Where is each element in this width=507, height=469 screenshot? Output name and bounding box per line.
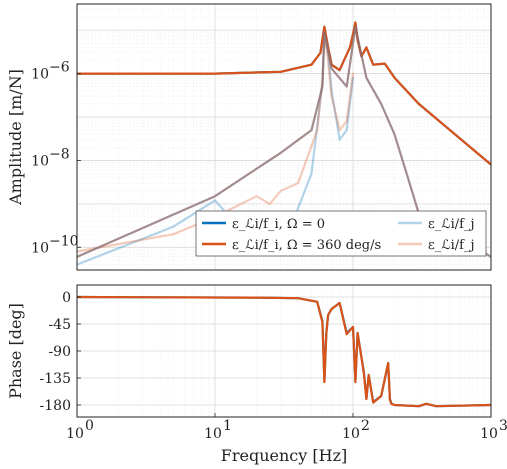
frequency-xlabel: Frequency [Hz] [221, 446, 348, 465]
amp-ytick-label: 10 [31, 240, 49, 256]
amplitude-ylabel: Amplitude [m/N] [6, 69, 25, 206]
amplitude-series-0 [77, 21, 491, 166]
amplitude-series-1 [77, 21, 491, 166]
amp-ytick-label: 10 [31, 67, 49, 83]
phase-ytick-label: 0 [62, 290, 71, 306]
legend-label: ε_ℒi/f_i, Ω = 0 [232, 217, 325, 232]
amp-ytick-exponent: −8 [49, 146, 70, 162]
phase-series-1 [77, 295, 491, 408]
xtick-label: 10 [66, 426, 84, 442]
amp-ytick-exponent: −6 [49, 60, 70, 76]
legend-label: ε_ℒi/f_i, Ω = 360 deg/s [232, 238, 381, 253]
legend-label: ε_ℒi/f_j [428, 217, 474, 232]
phase-series [77, 295, 491, 408]
phase-ytick-label: -135 [40, 371, 71, 387]
xtick-label: 10 [204, 426, 222, 442]
phase-ytick-label: -45 [48, 317, 71, 333]
amplitude-series-3 [77, 33, 355, 253]
legend: ε_ℒi/f_i, Ω = 0 ε_ℒi/f_i, Ω = 360 deg/s ε_… [195, 210, 487, 257]
amplitude-axes-frame [76, 3, 492, 271]
xtick-label: 10 [480, 426, 498, 442]
amp-ytick-exponent: −10 [49, 233, 79, 249]
xtick-exponent: 3 [499, 418, 507, 434]
amp-ytick-label: 10 [31, 153, 49, 169]
phase-grid [76, 285, 491, 417]
phase-series-0 [77, 295, 491, 408]
amplitude-series [77, 21, 491, 266]
legend-label: ε_ℒi/f_j [428, 238, 474, 253]
phase-ylabel: Phase [deg] [6, 303, 25, 399]
xtick-label: 10 [342, 426, 360, 442]
phase-ytick-label: -90 [48, 344, 71, 360]
xtick-exponent: 1 [223, 418, 232, 434]
xtick-exponent: 0 [85, 418, 94, 434]
xtick-exponent: 2 [361, 418, 370, 434]
phase-ytick-label: -180 [40, 398, 71, 414]
legend-box [195, 210, 487, 257]
